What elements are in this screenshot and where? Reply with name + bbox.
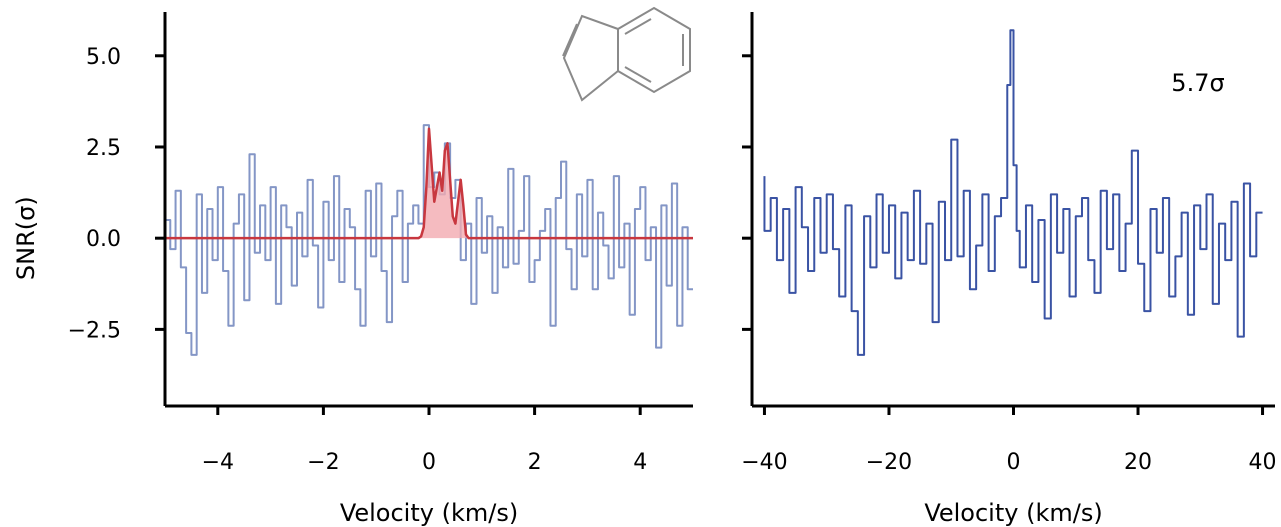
right-panel: −40 −20 0 20 40 Velocity (km/s) 5.7σ	[741, 12, 1277, 527]
indene-structure-icon	[562, 6, 691, 102]
y-tick-label: 5.0	[86, 45, 121, 70]
left-panel: −4 −2 0 2 4 −2.5 0.0 2.5 5.0 Velocity (km/s) SNR(σ…	[12, 12, 693, 527]
x-tick-label: 4	[633, 450, 647, 475]
x-tick-label: 40	[1249, 450, 1277, 475]
spectrum-line	[164, 124, 693, 356]
x-tick-label: −4	[202, 450, 234, 475]
y-tick-label: 0.0	[86, 227, 121, 252]
y-tick-label: 2.5	[86, 136, 121, 161]
y-axis-title: SNR(σ)	[12, 196, 40, 280]
significance-annotation: 5.7σ	[1171, 69, 1224, 97]
model-fill-area	[165, 128, 693, 239]
x-axis-title: Velocity (km/s)	[340, 499, 518, 527]
x-tick-label: 0	[1007, 450, 1021, 475]
x-tick-label: −2	[307, 450, 339, 475]
x-axis-title: Velocity (km/s)	[924, 499, 1102, 527]
x-tick-label: 0	[422, 450, 436, 475]
spectrum-line	[763, 29, 1263, 356]
x-tick-label: 20	[1124, 450, 1152, 475]
x-tick-label: −40	[741, 450, 787, 475]
model-fit-line	[165, 127, 693, 240]
x-tick-label: 2	[528, 450, 542, 475]
y-tick-label: −2.5	[68, 318, 121, 343]
x-tick-label: −20	[866, 450, 912, 475]
